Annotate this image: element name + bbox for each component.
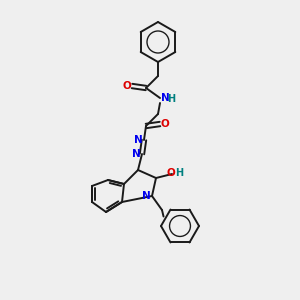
Text: O: O (123, 81, 131, 91)
Text: N: N (142, 191, 150, 201)
Text: O: O (167, 168, 176, 178)
Text: O: O (160, 119, 169, 129)
Text: H: H (167, 94, 175, 104)
Text: H: H (175, 168, 183, 178)
Text: N: N (161, 93, 170, 103)
Text: N: N (134, 135, 142, 145)
Text: N: N (132, 149, 140, 159)
